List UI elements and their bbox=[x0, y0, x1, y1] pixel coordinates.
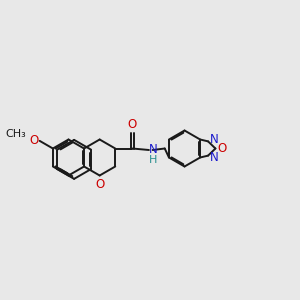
Text: O: O bbox=[29, 134, 38, 147]
Text: H: H bbox=[149, 155, 158, 165]
Text: N: N bbox=[210, 134, 218, 146]
Text: N: N bbox=[210, 151, 218, 164]
Text: O: O bbox=[218, 142, 227, 155]
Text: O: O bbox=[95, 178, 104, 191]
Text: O: O bbox=[128, 118, 137, 130]
Text: N: N bbox=[149, 143, 158, 156]
Text: CH₃: CH₃ bbox=[5, 129, 26, 139]
